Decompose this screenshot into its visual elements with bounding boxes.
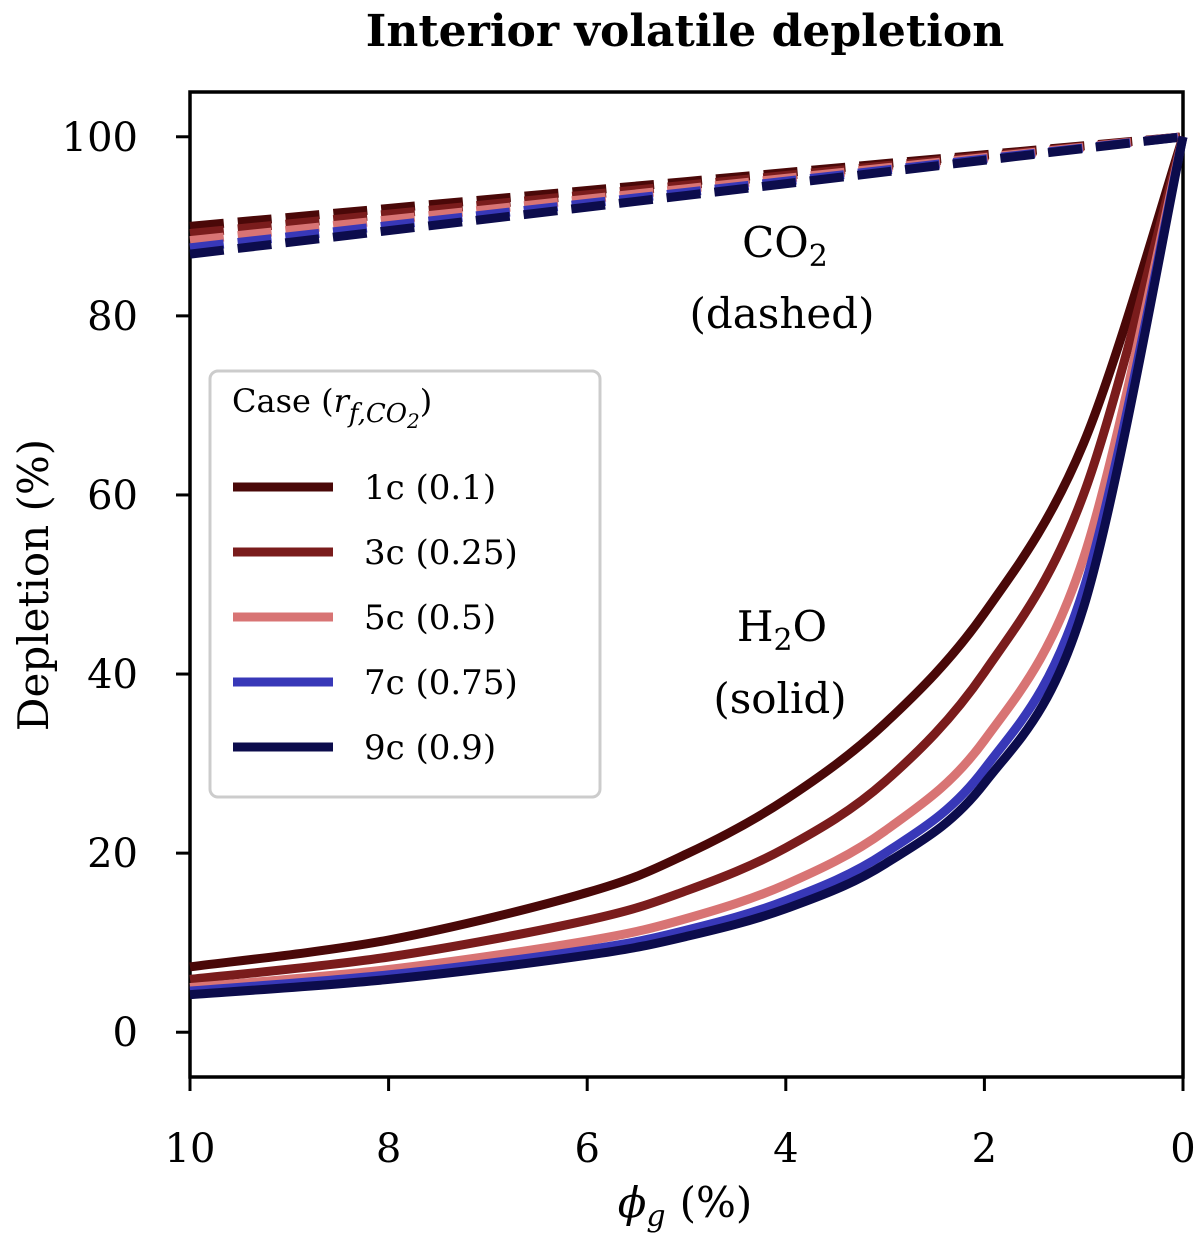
plot-frame	[188, 90, 1185, 1079]
legend-box	[208, 369, 602, 799]
y-axis-label: Depletion (%)	[9, 439, 58, 731]
y-tick-label: 60	[87, 473, 138, 519]
series-9c-co2-dashed-line	[189, 132, 1184, 259]
h2o-annotation-note: (solid)	[713, 674, 846, 723]
y-tick-label: 40	[87, 652, 138, 698]
series-9c-h2o-solid-line	[189, 135, 1188, 1000]
x-tick-label: 6	[574, 1126, 599, 1172]
co2-annotation-note: (dashed)	[689, 289, 874, 338]
legend-label-5c: 5c (0.5)	[364, 598, 496, 638]
legend-title: Case (rf,CO2)	[232, 382, 432, 433]
x-tick-label: 4	[773, 1126, 798, 1172]
series-5c-h2o-solid-line	[189, 135, 1188, 992]
x-axis-label: ϕg (%)	[618, 1178, 753, 1234]
series-3c-h2o-solid-line	[189, 135, 1188, 984]
legend-label-9c: 9c (0.9)	[364, 728, 496, 768]
legend-entries: 1c (0.1) 3c (0.25) 5c (0.5) 7c (0.75) 9c (0.…	[233, 468, 518, 768]
x-tick-label: 2	[972, 1126, 997, 1172]
legend-label-7c: 7c (0.75)	[364, 663, 518, 703]
y-tick-label: 80	[87, 294, 138, 340]
x-axis-ticks: 10 8 6 4 2 0	[165, 1077, 1196, 1172]
x-tick-label: 10	[165, 1126, 216, 1172]
legend-label-3c: 3c (0.25)	[364, 533, 518, 573]
legend-label-1c: 1c (0.1)	[364, 468, 496, 508]
chart-title: Interior volatile depletion	[366, 6, 1004, 57]
series-layer	[189, 132, 1188, 1000]
y-axis-ticks: 0 20 40 60 80 100	[62, 115, 190, 1056]
x-tick-label: 0	[1170, 1126, 1195, 1172]
co2-annotation-label: CO2	[742, 218, 828, 274]
h2o-annotation-label: H2O	[737, 602, 827, 658]
y-tick-label: 0	[113, 1010, 138, 1056]
legend: Case (rf,CO2) 1c (0.1) 3c (0.25) 5c (0.5) 7…	[208, 369, 602, 799]
x-tick-label: 8	[376, 1126, 401, 1172]
y-tick-label: 100	[62, 115, 138, 161]
y-tick-label: 20	[87, 831, 138, 877]
series-1c-h2o-solid-line	[189, 135, 1188, 972]
